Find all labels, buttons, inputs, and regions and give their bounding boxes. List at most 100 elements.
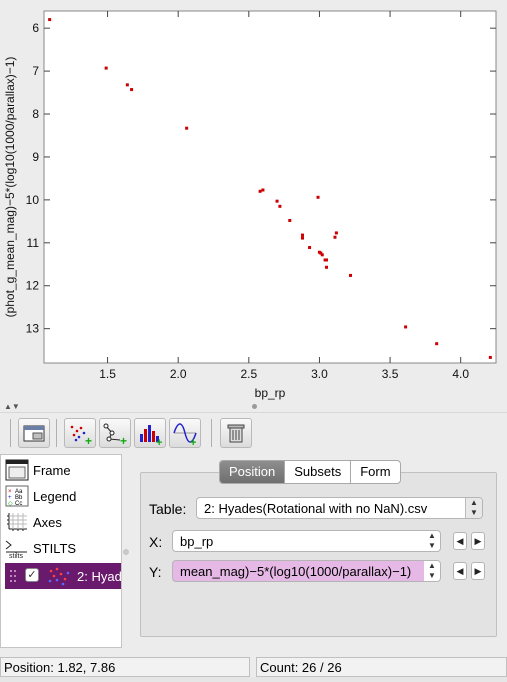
data-point [258, 189, 262, 193]
y-axis-label: (phot_g_mean_mag)−5*(log10(1000/parallax… [3, 57, 17, 318]
scatter-plot[interactable]: 1.5 2.0 2.5 3.0 3.5 4.0 6 7 8 9 10 11 12 13 bp_rp (phot… [0, 0, 507, 402]
list-item-label: STILTS [33, 541, 77, 556]
scatter-layer-icon [45, 565, 73, 587]
drag-handle-icon[interactable] [9, 569, 17, 583]
y-next-button[interactable]: ▶ [471, 562, 485, 580]
histogram-add-icon[interactable]: + [134, 418, 166, 449]
bottom-strip [0, 677, 507, 682]
y-tick-label: 10 [26, 193, 40, 207]
list-item-label: Frame [33, 463, 71, 478]
x-tick-label: 3.0 [311, 367, 328, 381]
data-point [288, 218, 292, 222]
x-expression-field[interactable]: bp_rp ▲ ▼ [172, 530, 441, 552]
x-previous-button[interactable]: ◀ [453, 532, 467, 550]
data-point [104, 66, 108, 70]
list-item-frame[interactable]: Frame [5, 459, 121, 481]
chevron-updown-icon: ▲ ▼ [465, 498, 482, 518]
stilts-icon: stilts [5, 537, 29, 560]
data-point [349, 273, 353, 277]
layer-visible-checkbox[interactable]: ✓ [25, 568, 39, 582]
data-point [261, 188, 265, 192]
x-next-button[interactable]: ▶ [471, 532, 485, 550]
collapse-arrows-icon[interactable]: ▲▼ [4, 402, 20, 411]
axes-icon [5, 511, 29, 533]
y-expression-field[interactable]: mean_mag)−5*(log10(1000/parallax)−1) ▲ ▼ [172, 560, 441, 582]
position-readout: Position: 1.82, 7.86 [0, 657, 250, 677]
data-point [48, 18, 52, 22]
toolbar-separator [56, 419, 57, 447]
svg-text:◇: ◇ [8, 501, 13, 507]
data-point [300, 233, 304, 237]
y-tick-label: 6 [32, 21, 39, 35]
data-point [325, 265, 328, 269]
y-tick-label: 11 [27, 236, 40, 250]
svg-text:+: + [156, 437, 162, 447]
y-expression-value: mean_mag)−5*(log10(1000/parallax)−1) [180, 564, 412, 579]
list-item-legend[interactable]: × Aa + Bb ◇ Cc Legend [5, 485, 121, 507]
data-point [325, 258, 328, 262]
data-point [130, 88, 134, 92]
x-tick-label: 2.0 [170, 367, 187, 381]
divider-handle[interactable] [252, 404, 257, 409]
panel-divider[interactable]: ▲▼ [0, 402, 507, 412]
data-point [275, 199, 279, 203]
legend-icon: × Aa + Bb ◇ Cc [5, 485, 29, 507]
plot-frame [43, 10, 497, 364]
list-item-stilts[interactable]: stilts STILTS [5, 537, 121, 560]
y-tick-label: 12 [26, 279, 40, 293]
list-item-axes[interactable]: Axes [5, 511, 121, 533]
x-label: X: [149, 534, 163, 550]
chevron-updown-icon: ▲ ▼ [424, 561, 440, 581]
list-item-label: Axes [33, 515, 62, 530]
svg-text:Cc: Cc [15, 501, 22, 507]
control-tabs: Position Subsets Form [219, 460, 401, 484]
data-point [488, 355, 492, 359]
y-label: Y: [149, 564, 162, 580]
data-point [333, 235, 337, 239]
data-point [319, 251, 323, 255]
table-select-value: 2: Hyades(Rotational with no NaN).csv [204, 501, 428, 516]
data-point [320, 253, 324, 257]
plot-panel[interactable]: 1.5 2.0 2.5 3.0 3.5 4.0 6 7 8 9 10 11 12 13 bp_rp (phot… [0, 0, 507, 400]
toolbar-separator [211, 419, 212, 447]
line-add-icon[interactable]: + [99, 418, 131, 448]
x-tick-label: 3.5 [382, 367, 399, 381]
function-add-icon[interactable]: + [169, 418, 201, 449]
tab-position[interactable]: Position [220, 461, 286, 483]
x-tick-label: 4.0 [452, 367, 469, 381]
data-point [185, 126, 189, 130]
svg-text:Aa: Aa [15, 489, 23, 495]
x-expression-value: bp_rp [180, 534, 214, 549]
svg-text:+: + [120, 434, 127, 447]
list-item-label: Legend [33, 489, 77, 504]
split-handle[interactable] [123, 549, 129, 555]
y-tick-label: 9 [32, 150, 39, 164]
svg-text:stilts: stilts [9, 553, 24, 559]
y-previous-button[interactable]: ◀ [453, 562, 467, 580]
svg-text:+: + [190, 437, 196, 447]
y-tick-label: 13 [26, 322, 40, 336]
plot-toolbar: + + + + [0, 412, 507, 455]
window-icon[interactable] [18, 418, 50, 448]
x-tick-label: 1.5 [99, 367, 116, 381]
x-tick-label: 2.5 [240, 367, 257, 381]
data-point [334, 231, 338, 235]
y-tick-label: 7 [32, 64, 39, 78]
svg-text:+: + [85, 434, 92, 447]
chevron-updown-icon: ▲ ▼ [428, 531, 436, 550]
svg-text:+: + [8, 495, 12, 501]
x-axis-label: bp_rp [255, 386, 286, 400]
count-readout: Count: 26 / 26 [256, 657, 507, 677]
layer-item-hyades[interactable]: ✓ 2: Hyades [5, 563, 121, 589]
frame-icon [5, 459, 29, 481]
data-point [308, 246, 312, 250]
scatter-add-icon[interactable]: + [64, 418, 96, 448]
trash-icon[interactable] [220, 418, 252, 448]
tab-subsets[interactable]: Subsets [285, 461, 352, 483]
data-point [316, 195, 320, 199]
table-label: Table: [149, 501, 187, 517]
table-select[interactable]: 2: Hyades(Rotational with no NaN).csv ▲ ▼ [196, 497, 483, 519]
tab-form[interactable]: Form [360, 464, 391, 479]
layer-label: 2: Hyades [77, 569, 121, 584]
data-point [125, 83, 129, 87]
